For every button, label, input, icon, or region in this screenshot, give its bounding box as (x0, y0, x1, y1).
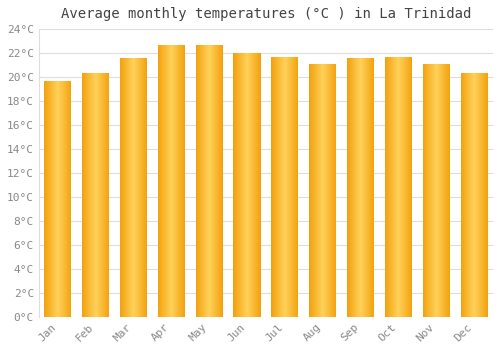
Title: Average monthly temperatures (°C ) in La Trinidad: Average monthly temperatures (°C ) in La… (60, 7, 471, 21)
